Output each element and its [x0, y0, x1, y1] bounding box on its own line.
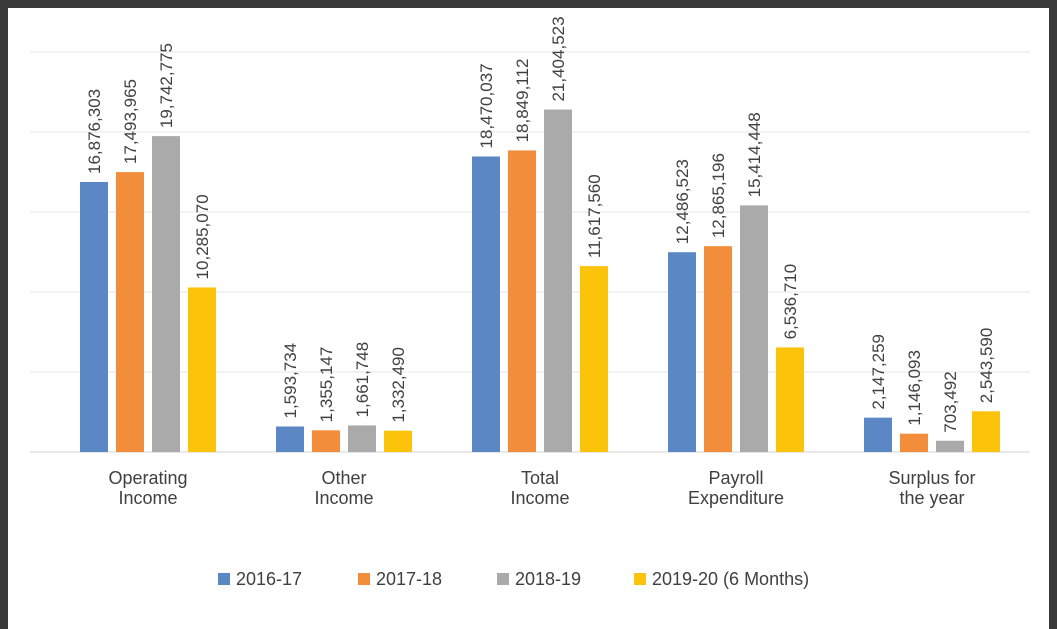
bar — [188, 287, 216, 452]
bar — [152, 136, 180, 452]
data-label: 1,593,734 — [281, 343, 300, 419]
data-label: 12,865,196 — [709, 153, 728, 238]
data-label: 18,849,112 — [513, 59, 532, 143]
bar — [972, 411, 1000, 452]
bar — [776, 347, 804, 452]
bar — [80, 181, 108, 452]
data-label: 18,470,037 — [477, 63, 496, 148]
data-label: 12,486,523 — [673, 159, 692, 244]
data-label: 2,147,259 — [869, 334, 888, 410]
data-label: 10,285,070 — [193, 194, 212, 279]
bar — [936, 440, 964, 452]
legend-label: 2017-18 — [376, 569, 442, 589]
data-label: 1,146,093 — [905, 350, 924, 426]
x-tick-label: Payroll Expenditure — [688, 468, 784, 508]
bar — [740, 205, 768, 452]
data-label: 11,617,560 — [585, 174, 604, 258]
data-label: 6,536,710 — [781, 264, 800, 340]
data-label: 703,492 — [941, 371, 960, 432]
legend-label: 2016-17 — [236, 569, 302, 589]
x-tick-label: Operating Income — [108, 468, 187, 508]
bar — [312, 430, 340, 452]
data-label: 21,404,523 — [549, 16, 568, 101]
bar — [472, 156, 500, 452]
legend-swatch — [218, 573, 230, 585]
x-tick-label: Other Income — [314, 468, 373, 508]
data-label: 17,493,965 — [121, 79, 140, 164]
bar — [900, 433, 928, 452]
bar — [384, 430, 412, 452]
legend-swatch — [634, 573, 646, 585]
data-label: 1,355,147 — [317, 347, 336, 423]
data-label: 15,414,448 — [745, 112, 764, 197]
bar — [668, 252, 696, 452]
bar — [864, 417, 892, 452]
bar — [348, 425, 376, 452]
bar — [704, 246, 732, 452]
data-label: 2,543,590 — [977, 328, 996, 404]
data-label: 19,742,775 — [157, 43, 176, 128]
data-label: 1,332,490 — [389, 347, 408, 423]
bar — [116, 172, 144, 452]
legend-swatch — [358, 573, 370, 585]
bar — [580, 266, 608, 452]
bar — [544, 109, 572, 452]
data-label: 1,661,748 — [353, 342, 372, 418]
bar — [508, 150, 536, 452]
x-tick-label: Surplus for the year — [888, 468, 975, 508]
data-label: 16,876,303 — [85, 89, 104, 174]
x-tick-label: Total Income — [510, 468, 569, 508]
legend-label: 2018-19 — [515, 569, 581, 589]
legend-swatch — [497, 573, 509, 585]
legend-label: 2019-20 (6 Months) — [652, 569, 809, 589]
bar — [276, 426, 304, 452]
